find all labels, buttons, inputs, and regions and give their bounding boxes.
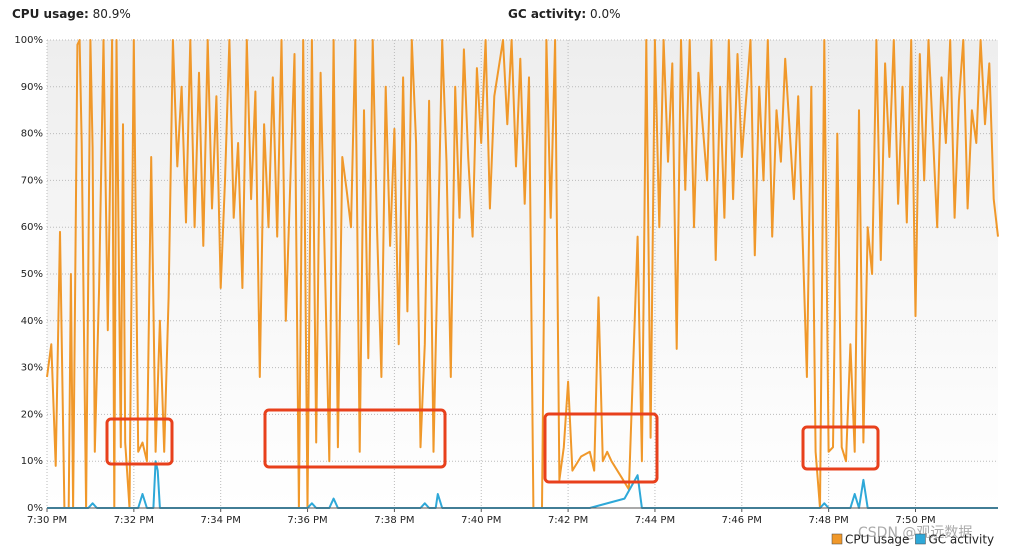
annotations	[105, 408, 880, 484]
x-tick-label: 7:48 PM	[808, 515, 848, 526]
x-tick-label: 7:30 PM	[27, 515, 67, 526]
series-line	[46, 39, 999, 509]
gc-status-label: GC activity:	[508, 7, 586, 21]
highlight-box	[543, 412, 659, 484]
y-tick-label: 20%	[21, 409, 43, 420]
cpu-status-label: CPU usage:	[12, 7, 89, 21]
y-tick-label: 40%	[21, 316, 43, 327]
x-tick-label: 7:42 PM	[548, 515, 588, 526]
x-tick-label: 7:34 PM	[201, 515, 241, 526]
highlight-box	[801, 425, 880, 471]
gc-status: GC activity: 0.0%	[508, 7, 621, 21]
x-tick-label: 7:36 PM	[287, 515, 327, 526]
x-tick-label: 7:50 PM	[895, 515, 935, 526]
y-tick-label: 10%	[21, 456, 43, 467]
x-tick-label: 7:38 PM	[374, 515, 414, 526]
y-tick-label: 30%	[21, 363, 43, 374]
watermark: CSDN @观远数据	[858, 525, 972, 541]
gc-status-value: 0.0%	[590, 7, 621, 21]
legend-swatch	[915, 533, 926, 545]
legend-label: GC activity	[928, 533, 994, 547]
y-tick-label: 90%	[21, 82, 43, 93]
x-tick-label: 7:40 PM	[461, 515, 501, 526]
y-tick-label: 100%	[14, 35, 43, 46]
y-tick-label: 70%	[21, 175, 43, 186]
y-tick-label: 50%	[21, 269, 43, 280]
legend: CPU usage GC activity	[831, 533, 994, 547]
legend-label: CPU usage	[845, 533, 909, 547]
grid: 0% 10% 20% 30% 40% 50% 60% 70% 80% 90% 100% 7:30 PM…	[14, 35, 998, 526]
x-tick-label: 7:44 PM	[635, 515, 675, 526]
cpu-status-value: 80.9%	[93, 7, 131, 21]
x-tick-label: 7:46 PM	[722, 515, 762, 526]
y-tick-label: 80%	[21, 129, 43, 140]
highlight-box	[105, 417, 174, 466]
highlight-box	[263, 408, 447, 469]
cpu-status: CPU usage: 80.9%	[12, 7, 131, 21]
y-tick-label: 60%	[21, 222, 43, 233]
x-tick-label: 7:32 PM	[114, 515, 154, 526]
legend-swatch	[831, 533, 843, 545]
y-tick-label: 0%	[27, 503, 43, 514]
